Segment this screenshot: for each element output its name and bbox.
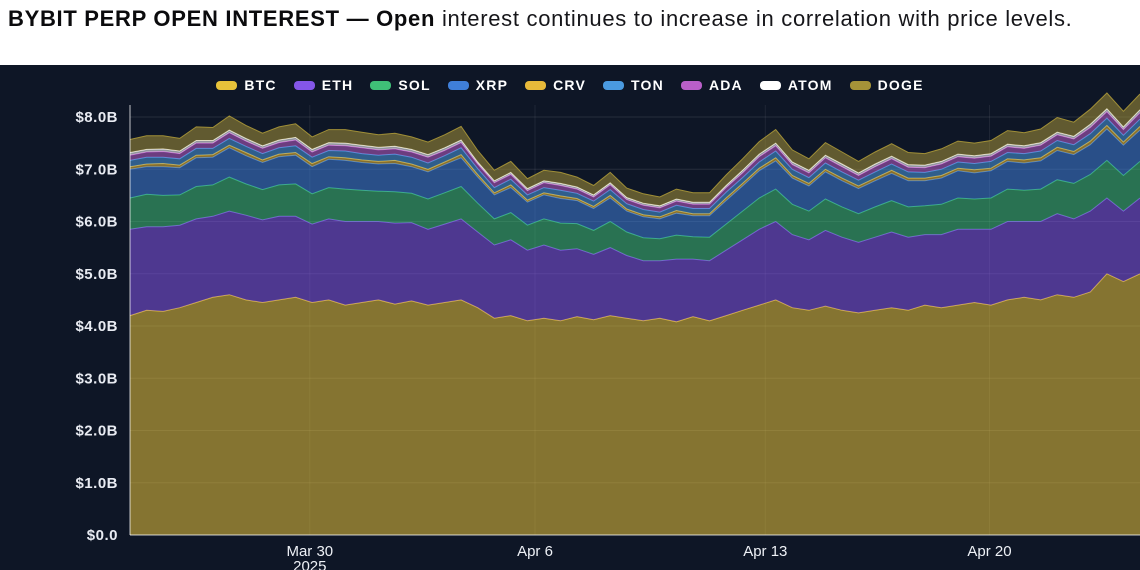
legend-item-ada: ADA <box>680 77 743 93</box>
legend-item-crv: CRV <box>525 77 586 93</box>
legend-label: BTC <box>244 77 277 93</box>
x-tick-label: Apr 6 <box>517 543 553 560</box>
chart-title-bold: BYBIT PERP OPEN INTEREST — Open <box>8 6 436 31</box>
x-tick-year: 2025 <box>293 558 326 570</box>
legend-item-ton: TON <box>603 77 664 93</box>
legend-item-eth: ETH <box>293 77 354 93</box>
legend-label: ETH <box>321 77 354 93</box>
x-tick-label: Mar 30 <box>286 543 333 560</box>
y-tick-label: $4.0B <box>75 318 118 335</box>
y-tick-label: $5.0B <box>75 266 118 283</box>
legend-swatch-xrp <box>447 80 469 90</box>
legend-label: CRV <box>553 77 587 93</box>
stacked-area-chart: BTC ETH SOL XRP CRV TON ADA ATOM DOGE $0.0 $1.0B $… <box>0 65 1140 570</box>
legend-swatch-atom <box>759 80 781 90</box>
chart-title: BYBIT PERP OPEN INTEREST — Open interest… <box>0 0 1140 65</box>
y-tick-label: $2.0B <box>75 423 118 440</box>
legend-item-btc: BTC <box>216 77 276 93</box>
legend-label: DOGE <box>877 77 924 93</box>
legend-item-atom: ATOM <box>759 77 833 93</box>
legend-label: XRP <box>475 77 509 93</box>
legend-swatch-sol <box>370 80 392 90</box>
legend-item-sol: SOL <box>370 77 430 93</box>
legend-label: TON <box>631 77 664 93</box>
y-tick-label: $8.0B <box>75 109 118 126</box>
area-xrp <box>130 129 1140 239</box>
area-eth <box>130 198 1140 322</box>
legend-swatch-ada <box>680 80 702 90</box>
y-tick-label: $7.0B <box>75 161 118 178</box>
legend-swatch-btc <box>216 80 238 90</box>
chart-legend: BTC ETH SOL XRP CRV TON ADA ATOM DOGE <box>0 77 1140 93</box>
chart-title-rest: interest continues to increase in correl… <box>435 6 1073 31</box>
edge-doge <box>129 92 1140 198</box>
legend-swatch-ton <box>603 80 625 90</box>
x-tick-label: Apr 20 <box>967 543 1011 560</box>
legend-label: ATOM <box>787 77 833 93</box>
edge-crv <box>129 124 1140 218</box>
x-tick-label: Apr 13 <box>743 543 787 560</box>
legend-label: SOL <box>398 77 431 93</box>
legend-swatch-crv <box>525 80 547 90</box>
y-tick-label: $1.0B <box>75 475 118 492</box>
legend-swatch-doge <box>849 80 871 90</box>
legend-label: ADA <box>708 77 743 93</box>
y-tick-label: $0.0 <box>87 527 118 544</box>
y-tick-label: $6.0B <box>75 214 118 231</box>
plot-area: $0.0 $1.0B $2.0B $3.0B $4.0B $5.0B $6.0B $7.0B $… <box>75 92 1140 570</box>
legend-item-doge: DOGE <box>849 77 924 93</box>
legend-item-xrp: XRP <box>447 77 509 93</box>
area-btc <box>130 273 1140 535</box>
area-sol <box>130 160 1140 261</box>
legend-swatch-eth <box>293 80 315 90</box>
y-tick-label: $3.0B <box>75 370 118 387</box>
